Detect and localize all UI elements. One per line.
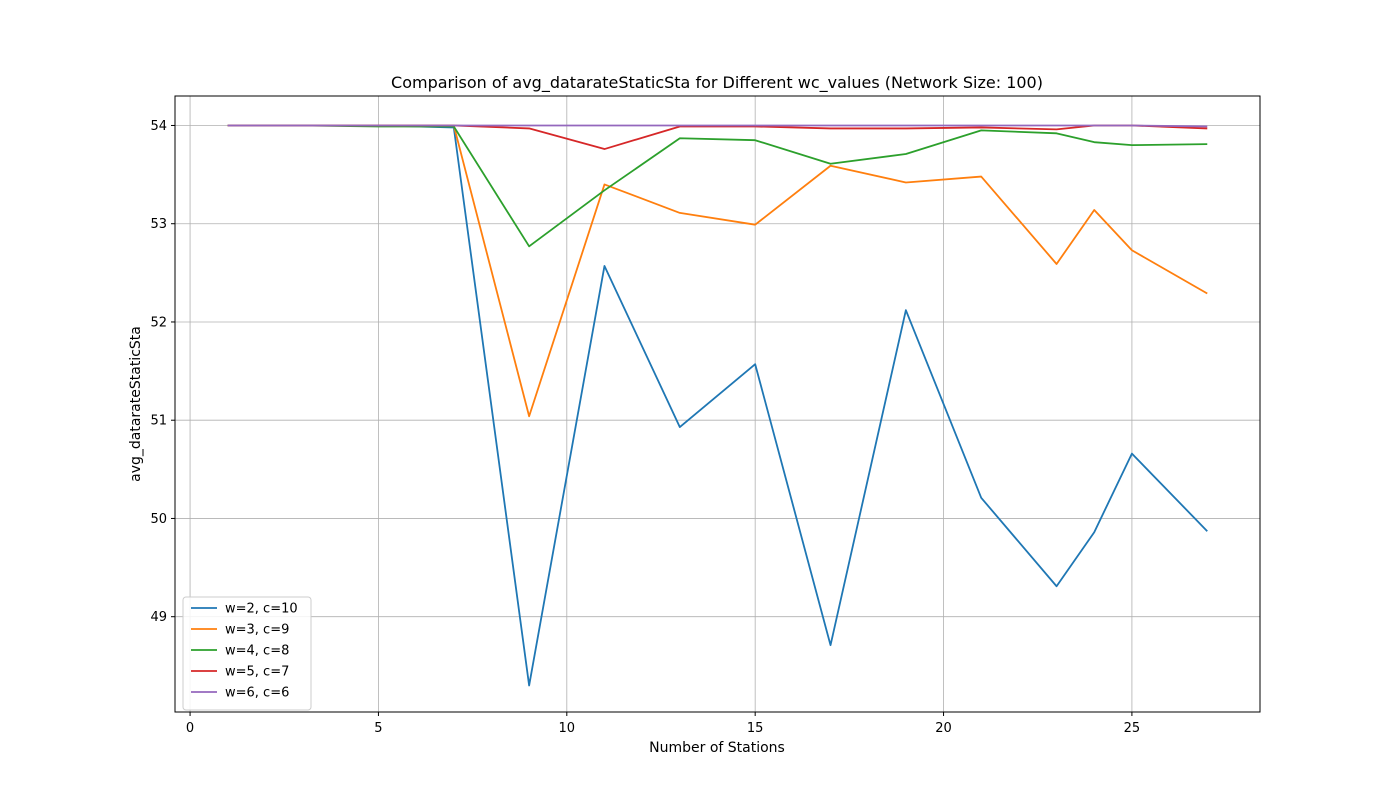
x-tick-label: 10 — [559, 721, 576, 736]
legend-box — [182, 596, 312, 711]
series-line-5 — [227, 124, 1208, 128]
chart-title: Comparison of avg_datarateStaticSta for … — [391, 73, 1043, 93]
legend-label: w=4, c=8 — [225, 644, 289, 659]
grid — [175, 96, 1260, 712]
y-tick-label: 53 — [150, 217, 167, 232]
y-tick-label: 50 — [150, 512, 167, 527]
y-tick-label: 49 — [150, 610, 167, 625]
y-tick-label: 51 — [150, 414, 167, 429]
legend: w=2, c=10 w=3, c=9 w=4, c=8 w=5, c=7 w=6, c=… — [182, 596, 312, 711]
legend-label: w=2, c=10 — [225, 602, 298, 617]
y-tick-label: 52 — [150, 315, 167, 330]
x-tick-label: 25 — [1124, 721, 1141, 736]
legend-label: w=5, c=7 — [225, 665, 289, 680]
legend-label: w=6, c=6 — [225, 686, 289, 701]
legend-label: w=3, c=9 — [225, 623, 289, 638]
x-tick-label: 20 — [935, 721, 952, 736]
axis-ticks: 0 5 10 15 20 25 49 50 51 52 53 54 — [150, 119, 1140, 736]
x-tick-label: 0 — [186, 721, 194, 736]
y-tick-label: 54 — [150, 119, 167, 134]
series-lines — [227, 124, 1208, 687]
x-axis-label: Number of Stations — [649, 740, 785, 756]
y-axis-label: avg_datarateStaticSta — [128, 326, 144, 482]
plot-frame — [174, 95, 1261, 713]
series-line-3 — [227, 124, 1208, 248]
x-tick-label: 5 — [374, 721, 382, 736]
x-tick-label: 15 — [747, 721, 764, 736]
